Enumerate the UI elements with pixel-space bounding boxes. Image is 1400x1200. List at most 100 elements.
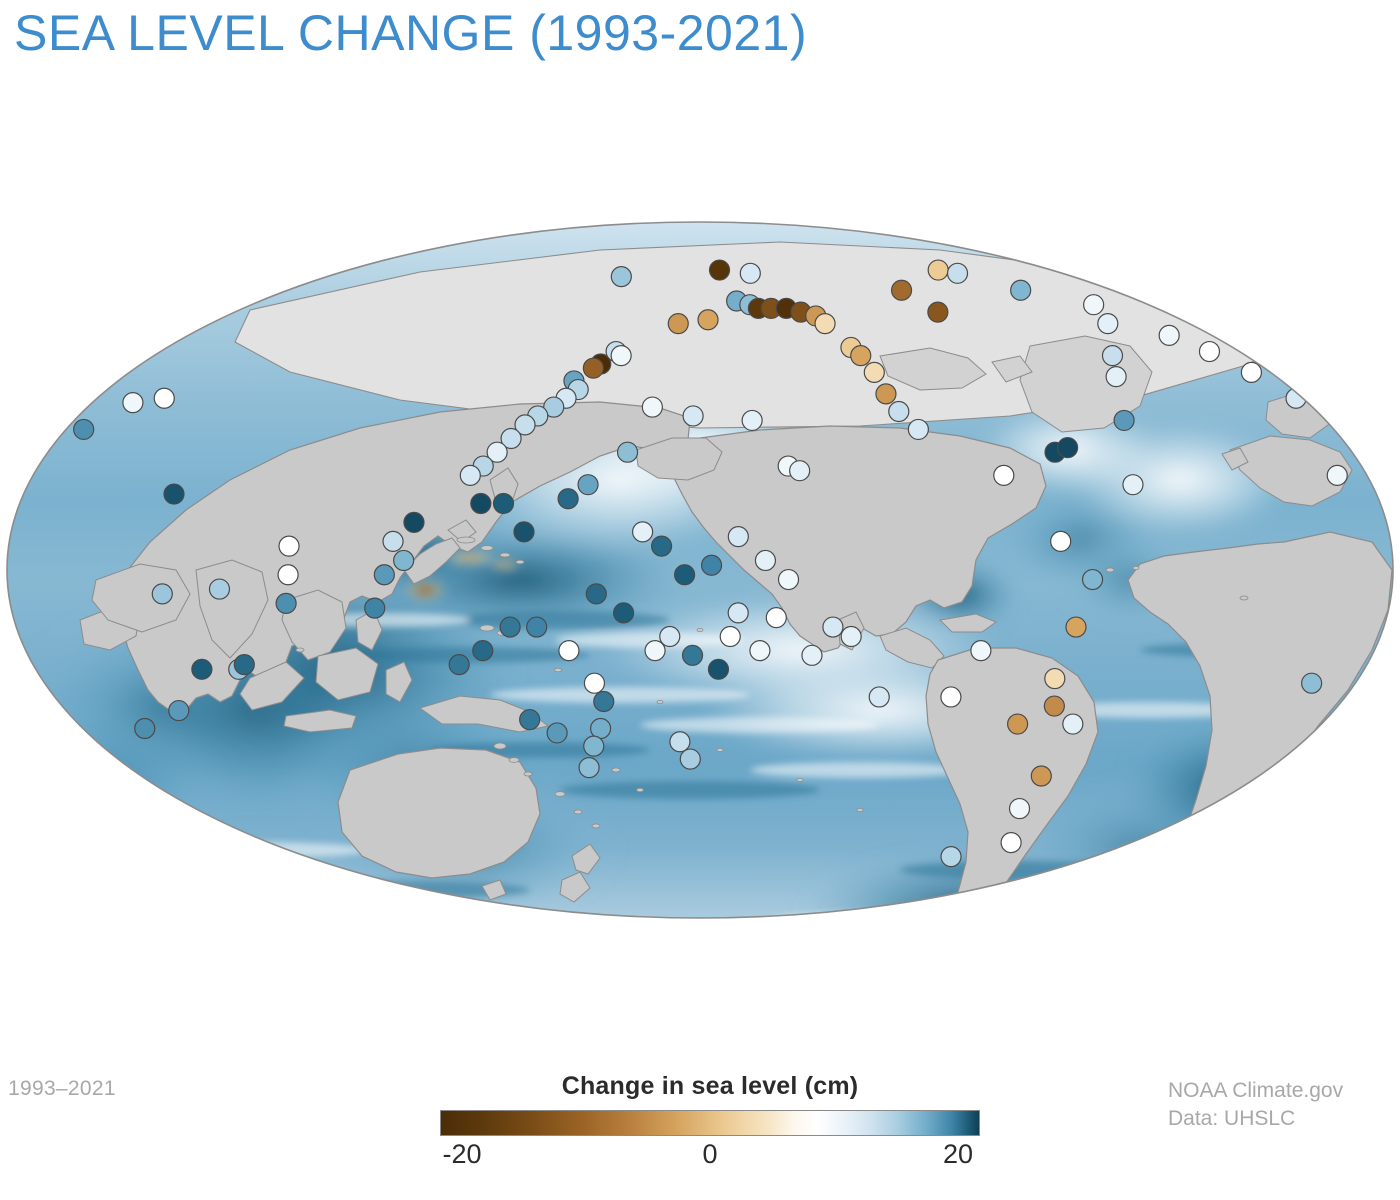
station-marker[interactable] bbox=[754, 549, 777, 572]
sea-level-map[interactable] bbox=[0, 150, 1400, 950]
station-marker[interactable] bbox=[499, 616, 521, 638]
station-marker[interactable] bbox=[840, 625, 862, 648]
station-marker[interactable] bbox=[616, 441, 639, 463]
station-marker[interactable] bbox=[1008, 797, 1031, 820]
station-marker[interactable] bbox=[593, 690, 615, 713]
station-marker[interactable] bbox=[727, 602, 749, 624]
station-marker[interactable] bbox=[940, 846, 962, 868]
station-marker[interactable] bbox=[492, 492, 515, 515]
station-marker[interactable] bbox=[1062, 713, 1084, 735]
station-marker[interactable] bbox=[191, 658, 213, 680]
station-marker[interactable] bbox=[500, 427, 522, 450]
station-marker[interactable] bbox=[486, 441, 508, 463]
station-marker[interactable] bbox=[641, 396, 663, 418]
station-marker[interactable] bbox=[927, 259, 949, 281]
station-marker[interactable] bbox=[888, 400, 910, 423]
station-marker[interactable] bbox=[850, 345, 872, 367]
station-marker[interactable] bbox=[277, 564, 299, 586]
station-marker[interactable] bbox=[741, 409, 763, 432]
station-marker[interactable] bbox=[875, 383, 897, 405]
station-marker[interactable] bbox=[577, 474, 599, 496]
station-marker[interactable] bbox=[993, 464, 1015, 486]
station-marker[interactable] bbox=[275, 592, 297, 614]
station-marker[interactable] bbox=[682, 405, 704, 427]
station-marker[interactable] bbox=[1105, 366, 1127, 388]
station-marker[interactable] bbox=[1057, 437, 1079, 459]
station-marker[interactable] bbox=[863, 361, 885, 383]
station-marker[interactable] bbox=[631, 521, 654, 543]
station-marker[interactable] bbox=[585, 583, 607, 605]
station-marker[interactable] bbox=[122, 392, 144, 414]
station-marker[interactable] bbox=[868, 686, 890, 708]
station-marker[interactable] bbox=[1113, 409, 1135, 432]
station-marker[interactable] bbox=[777, 568, 800, 591]
station-marker[interactable] bbox=[707, 658, 730, 680]
station-marker[interactable] bbox=[163, 483, 185, 505]
station-marker[interactable] bbox=[403, 511, 425, 533]
station-marker[interactable] bbox=[727, 526, 749, 548]
station-marker[interactable] bbox=[890, 279, 913, 301]
station-marker[interactable] bbox=[681, 644, 704, 666]
station-marker[interactable] bbox=[749, 640, 771, 662]
station-marker[interactable] bbox=[673, 564, 696, 586]
station-marker[interactable] bbox=[578, 757, 600, 779]
station-marker[interactable] bbox=[546, 722, 568, 744]
station-marker[interactable] bbox=[364, 597, 386, 619]
station-marker[interactable] bbox=[1158, 324, 1180, 346]
station-marker[interactable] bbox=[1043, 695, 1065, 717]
station-marker[interactable] bbox=[526, 616, 548, 638]
station-marker[interactable] bbox=[1240, 361, 1263, 383]
station-marker[interactable] bbox=[644, 640, 666, 662]
station-marker[interactable] bbox=[393, 549, 415, 572]
station-marker[interactable] bbox=[459, 464, 481, 486]
station-marker[interactable] bbox=[134, 717, 156, 740]
station-marker[interactable] bbox=[382, 530, 404, 552]
station-marker[interactable] bbox=[208, 578, 231, 600]
station-marker[interactable] bbox=[1044, 667, 1066, 690]
station-marker[interactable] bbox=[1101, 345, 1124, 367]
station-marker[interactable] bbox=[153, 387, 175, 409]
station-marker[interactable] bbox=[612, 602, 635, 624]
station-marker[interactable] bbox=[1000, 831, 1022, 854]
station-marker[interactable] bbox=[719, 625, 741, 648]
station-marker[interactable] bbox=[557, 488, 579, 510]
station-marker[interactable] bbox=[1065, 616, 1087, 638]
station-marker[interactable] bbox=[610, 265, 632, 288]
tide-gauge-stations[interactable] bbox=[73, 259, 1348, 868]
station-marker[interactable] bbox=[1097, 313, 1119, 335]
station-marker[interactable] bbox=[1030, 765, 1052, 787]
station-marker[interactable] bbox=[514, 414, 536, 436]
station-marker[interactable] bbox=[814, 313, 836, 335]
station-marker[interactable] bbox=[278, 535, 300, 557]
station-marker[interactable] bbox=[739, 262, 761, 284]
station-marker[interactable] bbox=[801, 644, 823, 666]
station-marker[interactable] bbox=[907, 418, 929, 441]
station-marker[interactable] bbox=[373, 564, 395, 586]
station-marker[interactable] bbox=[708, 259, 731, 281]
station-marker[interactable] bbox=[610, 345, 632, 367]
station-marker[interactable] bbox=[1010, 279, 1032, 301]
station-marker[interactable] bbox=[927, 301, 949, 323]
station-marker[interactable] bbox=[1050, 530, 1072, 552]
station-marker[interactable] bbox=[940, 686, 962, 708]
station-marker[interactable] bbox=[1083, 294, 1105, 316]
station-marker[interactable] bbox=[970, 640, 992, 662]
station-marker[interactable] bbox=[946, 262, 969, 284]
station-marker[interactable] bbox=[1198, 340, 1221, 363]
station-marker[interactable] bbox=[233, 654, 255, 676]
colorbar[interactable] bbox=[440, 1110, 980, 1136]
station-marker[interactable] bbox=[513, 521, 535, 543]
map-container[interactable] bbox=[0, 150, 1400, 950]
station-marker[interactable] bbox=[669, 731, 691, 753]
station-marker[interactable] bbox=[543, 396, 565, 418]
station-marker[interactable] bbox=[1006, 713, 1029, 735]
station-marker[interactable] bbox=[789, 460, 811, 482]
station-marker[interactable] bbox=[589, 717, 612, 740]
station-marker[interactable] bbox=[583, 735, 605, 757]
station-marker[interactable] bbox=[650, 535, 673, 557]
station-marker[interactable] bbox=[558, 640, 580, 662]
station-marker[interactable] bbox=[765, 607, 787, 629]
station-marker[interactable] bbox=[519, 708, 541, 731]
station-marker[interactable] bbox=[168, 699, 190, 722]
station-marker[interactable] bbox=[151, 583, 173, 605]
